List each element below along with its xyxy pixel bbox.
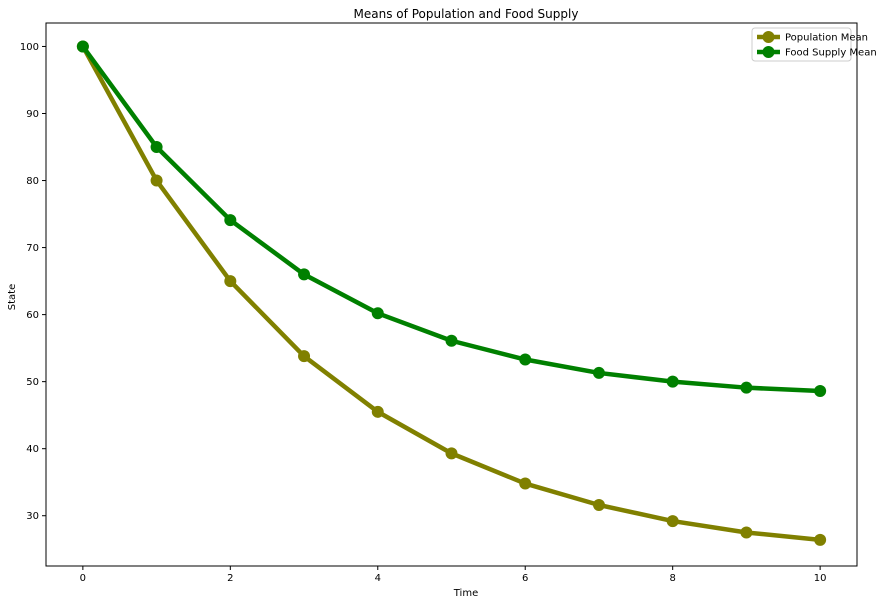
series-line-0 xyxy=(80,45,821,543)
y-axis-label: State xyxy=(7,284,18,310)
y-tick-label: 60 xyxy=(26,310,39,321)
x-axis-label: Time xyxy=(453,588,478,599)
y-tick-label: 40 xyxy=(26,444,39,455)
data-point xyxy=(814,533,827,546)
x-tick-label: 6 xyxy=(522,573,528,584)
data-point xyxy=(76,40,89,53)
data-point xyxy=(150,141,163,154)
y-tick-label: 70 xyxy=(26,243,39,254)
data-point xyxy=(371,307,384,320)
plot-area xyxy=(76,40,827,546)
y-tick-label: 100 xyxy=(20,42,39,53)
data-point xyxy=(224,275,237,288)
data-point xyxy=(814,385,827,398)
legend-marker xyxy=(762,31,775,43)
x-tick-label: 10 xyxy=(814,573,827,584)
x-tick-label: 8 xyxy=(669,573,675,584)
data-point xyxy=(150,174,163,187)
data-point xyxy=(592,366,605,379)
legend-label: Population Mean xyxy=(785,33,868,44)
data-point xyxy=(519,477,532,490)
x-tick-label: 2 xyxy=(227,573,233,584)
x-tick-label: 0 xyxy=(80,573,86,584)
y-tick-label: 50 xyxy=(26,377,39,388)
x-axis: 0 2 4 6 8 10 xyxy=(80,566,827,584)
data-point xyxy=(298,268,311,281)
data-point xyxy=(445,447,458,460)
axes-frame xyxy=(45,22,858,567)
y-tick-label: 90 xyxy=(26,109,39,120)
data-point xyxy=(740,526,753,539)
data-point xyxy=(666,375,679,388)
legend-marker xyxy=(762,46,775,58)
y-axis: 30 40 50 60 70 80 90 100 xyxy=(20,42,46,522)
chart-title: Means of Population and Food Supply xyxy=(354,7,579,21)
data-point xyxy=(592,498,605,511)
data-point xyxy=(740,381,753,394)
data-point xyxy=(371,405,384,418)
legend-label: Food Supply Mean xyxy=(785,48,877,59)
data-point xyxy=(666,515,679,528)
x-tick-label: 4 xyxy=(375,573,381,584)
data-point xyxy=(519,353,532,366)
data-point xyxy=(298,350,311,363)
legend: Population Mean Food Supply Mean xyxy=(751,27,877,62)
y-tick-label: 30 xyxy=(26,511,39,522)
data-point xyxy=(445,334,458,347)
data-point xyxy=(224,214,237,227)
y-tick-label: 80 xyxy=(26,176,39,187)
